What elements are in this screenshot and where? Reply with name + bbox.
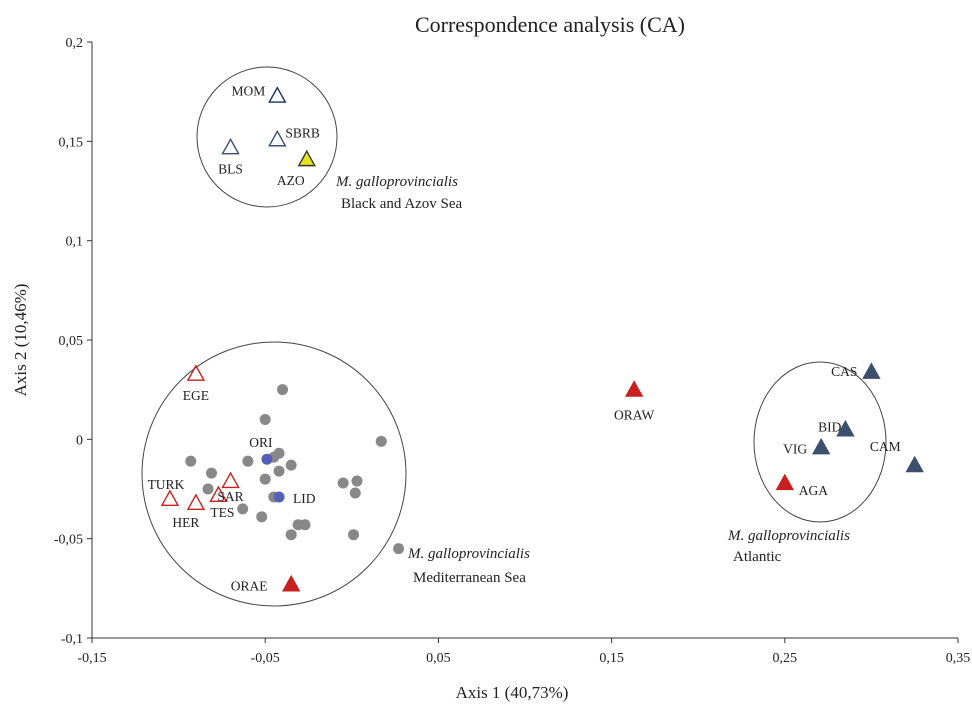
x-tick-label: 0,15 [599,651,624,666]
population-point [299,519,311,531]
point-turk [160,489,180,507]
point-bls-label: BLS [218,161,243,176]
y-tick-label: -0,1 [61,632,83,647]
point-tes-label: TES [210,505,234,520]
annotation-atlantic-line1: M. galloprovincialis [727,528,850,544]
point-ege-label: EGE [183,388,209,403]
population-point [351,475,363,487]
point-mom [268,86,287,103]
point-sbrb [268,129,287,147]
point-ege [186,364,206,381]
population-point [277,384,289,396]
population-point [349,487,361,499]
point-cam [905,455,924,473]
point-aga-label: AGA [799,483,828,498]
y-tick-label: 0,05 [59,334,84,349]
axes: 0,2 0,15 0,1 0,05 0 -0,05 -0,1 -0,15 -0,05 0,05 0… [54,36,970,666]
point-cam-label: CAM [870,439,901,454]
population-point [259,473,271,485]
chart-title: Correspondence analysis (CA) [415,12,685,37]
cluster-circles [141,66,887,607]
x-tick-label: 0,35 [946,651,971,666]
population-point [202,483,214,495]
point-sbrb-label: SBRB [285,125,320,140]
annotation-mediterranean-line1: M. galloprovincialis [407,546,530,562]
point-azo-label: AZO [277,173,305,188]
point-her-label: HER [172,515,199,530]
population-point [256,511,268,523]
point-lid [273,491,285,503]
point-ori [261,453,273,465]
x-tick-label: -0,15 [77,651,106,666]
y-tick-label: 0,2 [66,36,84,51]
y-tick-label: 0,1 [66,235,84,250]
population-point [348,529,360,541]
population-point [185,455,197,467]
population-point [393,543,405,555]
point-orae [281,574,301,592]
point-azo [297,149,316,167]
x-tick-label: 0,05 [426,651,451,666]
point-oraw-label: ORAW [614,408,654,423]
point-aga [775,473,794,491]
y-tick-label: 0 [76,433,83,448]
x-tick-label: -0,05 [251,651,280,666]
point-cas [862,362,881,379]
annotation-black-azov: M. galloprovincialis Black and Azov Sea [335,174,463,212]
y-tick-label: -0,05 [54,533,83,548]
point-bid-label: BID [818,419,842,434]
black-azov-cluster-circle [196,66,338,208]
population-point [285,459,297,471]
x-tick-label: 0,25 [773,651,798,666]
annotation-black-azov-line2: Black and Azov Sea [341,196,463,212]
point-turk-label: TURK [148,477,185,492]
point-her [186,493,206,511]
unlabeled-points [185,384,405,555]
point-vig [811,437,831,455]
x-axis-title: Axis 1 (40,73%) [456,683,569,702]
annotation-mediterranean: M. galloprovincialis Mediterranean Sea [407,546,530,586]
point-vig-label: VIG [783,441,807,456]
point-lid-label: LID [293,491,316,506]
population-point [375,435,387,447]
annotation-black-azov-line1: M. galloprovincialis [335,174,458,190]
population-point [242,455,254,467]
atlantic-cluster-circle [753,361,887,523]
population-point [259,413,271,425]
population-point [206,467,218,479]
point-sar-label: SAR [217,489,243,504]
population-point [237,503,249,515]
point-bid [836,419,855,437]
y-tick-label: 0,15 [59,135,84,150]
population-point [273,465,285,477]
point-cas-label: CAS [831,364,857,379]
point-bls [221,137,240,155]
point-sar [221,471,240,489]
point-oraw [624,380,644,397]
point-mom-label: MOM [232,84,266,99]
annotation-mediterranean-line2: Mediterranean Sea [413,570,526,586]
y-axis-title: Axis 2 (10,46%) [11,284,30,397]
point-ori-label: ORI [249,435,273,450]
annotation-atlantic: M. galloprovincialis Atlantic [727,528,850,565]
point-orae-label: ORAE [231,578,268,593]
point-tes [209,485,228,503]
annotation-atlantic-line2: Atlantic [733,549,782,565]
mediterranean-cluster-circle [141,341,407,607]
population-point [337,477,349,489]
population-point [285,529,297,541]
